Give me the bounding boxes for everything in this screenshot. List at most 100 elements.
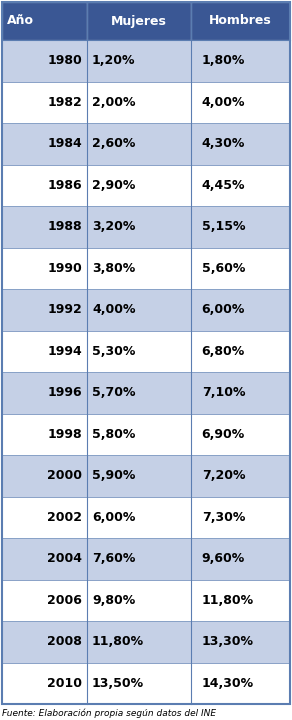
Text: 5,15%: 5,15% bbox=[202, 220, 245, 233]
Text: 2,60%: 2,60% bbox=[92, 138, 135, 150]
Bar bbox=[191, 455, 290, 497]
Bar bbox=[2, 413, 87, 455]
Text: 2,90%: 2,90% bbox=[92, 179, 135, 192]
Text: 5,70%: 5,70% bbox=[92, 386, 135, 400]
Text: 2004: 2004 bbox=[47, 552, 82, 565]
Text: Año: Año bbox=[7, 14, 34, 27]
Bar bbox=[191, 372, 290, 413]
Text: 11,80%: 11,80% bbox=[92, 635, 144, 648]
Text: 4,30%: 4,30% bbox=[202, 138, 245, 150]
Bar bbox=[2, 372, 87, 413]
Text: 1986: 1986 bbox=[47, 179, 82, 192]
Bar bbox=[87, 206, 191, 248]
Bar bbox=[2, 289, 87, 330]
Text: 1990: 1990 bbox=[47, 262, 82, 275]
Bar bbox=[2, 2, 87, 40]
Bar bbox=[87, 289, 191, 330]
Bar bbox=[191, 330, 290, 372]
Bar bbox=[2, 40, 87, 81]
Text: 7,20%: 7,20% bbox=[202, 469, 245, 482]
Bar bbox=[2, 621, 87, 662]
Bar bbox=[87, 455, 191, 497]
Text: 9,60%: 9,60% bbox=[202, 552, 245, 565]
Text: 1988: 1988 bbox=[47, 220, 82, 233]
Text: 4,45%: 4,45% bbox=[202, 179, 245, 192]
Bar bbox=[87, 580, 191, 621]
Bar bbox=[191, 580, 290, 621]
Bar bbox=[191, 40, 290, 81]
Bar bbox=[87, 81, 191, 123]
Text: 7,10%: 7,10% bbox=[202, 386, 245, 400]
Bar bbox=[87, 662, 191, 704]
Bar bbox=[87, 372, 191, 413]
Text: 7,60%: 7,60% bbox=[92, 552, 135, 565]
Text: 6,90%: 6,90% bbox=[202, 428, 245, 441]
Bar bbox=[2, 81, 87, 123]
Bar bbox=[2, 330, 87, 372]
Text: 2002: 2002 bbox=[47, 510, 82, 523]
Text: 1984: 1984 bbox=[47, 138, 82, 150]
Bar bbox=[87, 2, 191, 40]
Bar bbox=[2, 206, 87, 248]
Bar bbox=[2, 538, 87, 580]
Text: Mujeres: Mujeres bbox=[111, 14, 167, 27]
Text: 1980: 1980 bbox=[47, 54, 82, 67]
Text: 3,20%: 3,20% bbox=[92, 220, 135, 233]
Bar bbox=[2, 580, 87, 621]
Bar bbox=[191, 662, 290, 704]
Bar bbox=[87, 621, 191, 662]
Bar bbox=[191, 248, 290, 289]
Text: 5,90%: 5,90% bbox=[92, 469, 135, 482]
Bar bbox=[191, 538, 290, 580]
Bar bbox=[191, 2, 290, 40]
Text: 5,60%: 5,60% bbox=[202, 262, 245, 275]
Bar bbox=[191, 621, 290, 662]
Bar bbox=[2, 497, 87, 538]
Bar bbox=[87, 164, 191, 206]
Bar bbox=[191, 81, 290, 123]
Text: 2008: 2008 bbox=[47, 635, 82, 648]
Text: 9,80%: 9,80% bbox=[92, 594, 135, 607]
Text: 1,80%: 1,80% bbox=[202, 54, 245, 67]
Bar bbox=[87, 248, 191, 289]
Text: 2006: 2006 bbox=[47, 594, 82, 607]
Text: 1998: 1998 bbox=[47, 428, 82, 441]
Bar bbox=[191, 497, 290, 538]
Text: 1994: 1994 bbox=[47, 345, 82, 358]
Text: 1992: 1992 bbox=[47, 303, 82, 316]
Bar bbox=[2, 164, 87, 206]
Bar bbox=[87, 538, 191, 580]
Text: 13,30%: 13,30% bbox=[202, 635, 254, 648]
Text: 5,30%: 5,30% bbox=[92, 345, 135, 358]
Bar bbox=[87, 330, 191, 372]
Bar bbox=[191, 289, 290, 330]
Text: 3,80%: 3,80% bbox=[92, 262, 135, 275]
Text: 4,00%: 4,00% bbox=[92, 303, 135, 316]
Text: 6,80%: 6,80% bbox=[202, 345, 245, 358]
Text: 14,30%: 14,30% bbox=[202, 677, 254, 690]
Bar bbox=[87, 123, 191, 164]
Text: 2010: 2010 bbox=[47, 677, 82, 690]
Bar bbox=[191, 413, 290, 455]
Bar bbox=[2, 662, 87, 704]
Text: 6,00%: 6,00% bbox=[202, 303, 245, 316]
Text: Hombres: Hombres bbox=[209, 14, 272, 27]
Bar bbox=[191, 164, 290, 206]
Text: 6,00%: 6,00% bbox=[92, 510, 135, 523]
Text: 4,00%: 4,00% bbox=[202, 96, 245, 109]
Bar bbox=[2, 123, 87, 164]
Bar bbox=[191, 206, 290, 248]
Text: 11,80%: 11,80% bbox=[202, 594, 254, 607]
Text: Fuente: Elaboración propia según datos del INE: Fuente: Elaboración propia según datos d… bbox=[2, 708, 216, 718]
Bar bbox=[87, 40, 191, 81]
Bar bbox=[191, 123, 290, 164]
Bar bbox=[2, 248, 87, 289]
Text: 2000: 2000 bbox=[47, 469, 82, 482]
Bar bbox=[2, 455, 87, 497]
Text: 1,20%: 1,20% bbox=[92, 54, 135, 67]
Text: 7,30%: 7,30% bbox=[202, 510, 245, 523]
Text: 2,00%: 2,00% bbox=[92, 96, 135, 109]
Text: 5,80%: 5,80% bbox=[92, 428, 135, 441]
Text: 13,50%: 13,50% bbox=[92, 677, 144, 690]
Text: 1996: 1996 bbox=[47, 386, 82, 400]
